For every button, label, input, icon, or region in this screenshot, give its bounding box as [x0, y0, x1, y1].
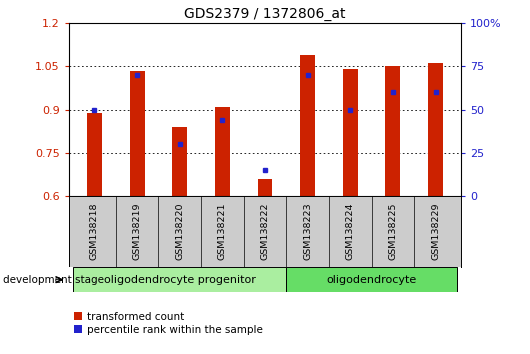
- Bar: [87, 113, 102, 196]
- Bar: [428, 63, 443, 196]
- Title: GDS2379 / 1372806_at: GDS2379 / 1372806_at: [184, 7, 346, 21]
- Bar: [73, 267, 286, 292]
- Text: GSM138224: GSM138224: [346, 202, 355, 259]
- Bar: [172, 127, 187, 196]
- Text: development stage: development stage: [3, 275, 104, 285]
- Text: oligodendrocyte progenitor: oligodendrocyte progenitor: [104, 275, 255, 285]
- Text: GSM138222: GSM138222: [261, 202, 269, 259]
- Bar: [300, 55, 315, 196]
- Bar: [215, 107, 230, 196]
- Bar: [343, 69, 358, 196]
- Bar: [286, 267, 457, 292]
- Text: GSM138229: GSM138229: [431, 202, 440, 259]
- Legend: transformed count, percentile rank within the sample: transformed count, percentile rank withi…: [74, 312, 262, 335]
- Bar: [258, 179, 272, 196]
- Text: GSM138223: GSM138223: [303, 202, 312, 260]
- Bar: [385, 66, 400, 196]
- Text: GSM138219: GSM138219: [132, 202, 142, 259]
- Text: GSM138220: GSM138220: [175, 202, 184, 259]
- Text: GSM138218: GSM138218: [90, 202, 99, 259]
- Text: GSM138221: GSM138221: [218, 202, 227, 259]
- Text: GSM138225: GSM138225: [388, 202, 398, 259]
- Bar: [130, 71, 145, 196]
- Text: oligodendrocyte: oligodendrocyte: [326, 275, 417, 285]
